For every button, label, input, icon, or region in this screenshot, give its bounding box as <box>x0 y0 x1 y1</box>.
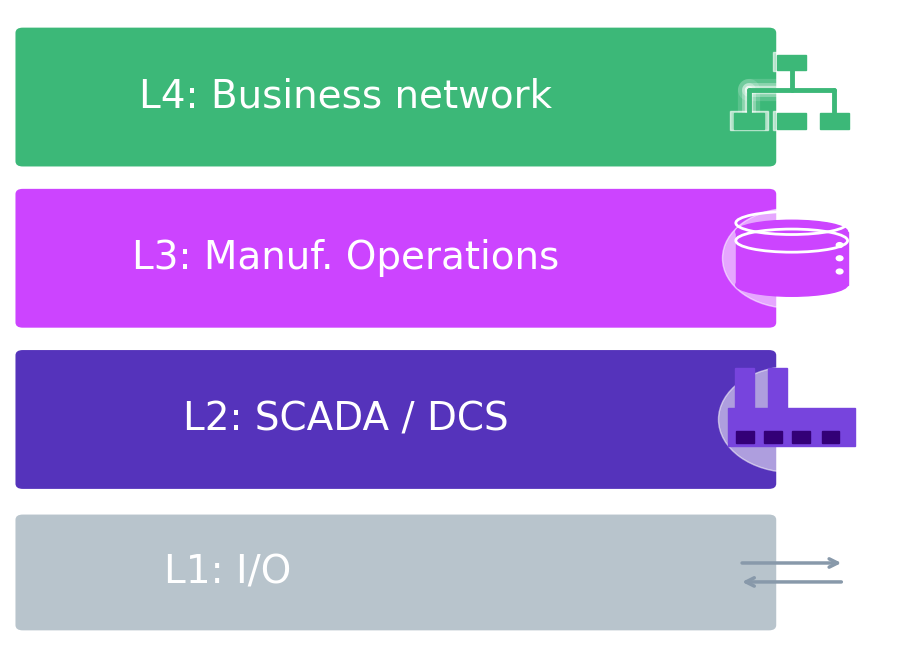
FancyBboxPatch shape <box>15 28 776 166</box>
Bar <box>736 232 847 285</box>
FancyBboxPatch shape <box>815 111 853 130</box>
Circle shape <box>836 256 843 261</box>
Circle shape <box>719 367 864 472</box>
FancyBboxPatch shape <box>774 52 810 71</box>
FancyBboxPatch shape <box>820 113 849 129</box>
FancyBboxPatch shape <box>15 189 776 328</box>
FancyBboxPatch shape <box>815 111 853 130</box>
Circle shape <box>719 367 864 472</box>
Bar <box>735 368 753 408</box>
FancyBboxPatch shape <box>774 52 810 71</box>
Bar <box>822 431 839 443</box>
FancyBboxPatch shape <box>774 111 810 130</box>
FancyBboxPatch shape <box>734 113 763 129</box>
Circle shape <box>836 269 843 274</box>
FancyBboxPatch shape <box>15 350 776 489</box>
Bar <box>729 408 854 446</box>
Circle shape <box>723 208 861 309</box>
FancyBboxPatch shape <box>731 111 768 130</box>
FancyBboxPatch shape <box>777 55 806 70</box>
Circle shape <box>719 367 864 472</box>
Bar <box>764 431 782 443</box>
FancyBboxPatch shape <box>774 111 810 130</box>
Bar <box>736 431 753 443</box>
FancyBboxPatch shape <box>15 515 776 630</box>
Circle shape <box>723 208 861 309</box>
Bar <box>793 431 810 443</box>
Bar <box>768 368 787 408</box>
FancyBboxPatch shape <box>777 113 806 129</box>
Circle shape <box>836 243 843 247</box>
Text: L1: I/O: L1: I/O <box>164 553 291 592</box>
Circle shape <box>723 208 861 309</box>
Ellipse shape <box>736 273 847 296</box>
FancyBboxPatch shape <box>731 111 768 130</box>
Text: L4: Business network: L4: Business network <box>139 78 552 116</box>
Text: L2: SCADA / DCS: L2: SCADA / DCS <box>183 400 509 438</box>
Ellipse shape <box>736 220 847 243</box>
Text: L3: Manuf. Operations: L3: Manuf. Operations <box>132 239 560 277</box>
